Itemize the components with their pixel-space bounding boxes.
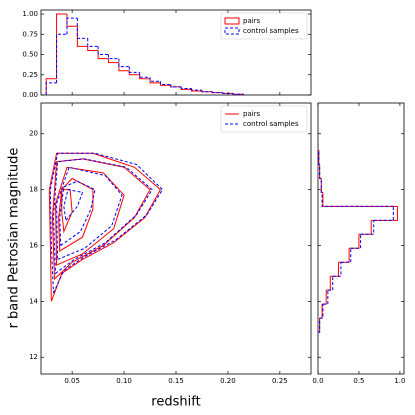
histogram-step xyxy=(358,220,372,235)
contour xyxy=(49,152,164,294)
histogram-step xyxy=(318,149,320,165)
y-tick-label: 20 xyxy=(29,130,38,138)
histogram-step xyxy=(180,86,192,90)
histogram-step xyxy=(349,234,360,249)
legend-swatch xyxy=(224,27,240,35)
histogram-step xyxy=(56,33,67,83)
histogram-step xyxy=(76,26,88,47)
y-tick-label: 14 xyxy=(29,297,38,305)
histogram-step xyxy=(76,18,88,39)
histogram-step xyxy=(191,88,202,91)
histogram-step xyxy=(201,90,213,93)
contour xyxy=(63,189,84,222)
histogram-step xyxy=(66,14,78,27)
histogram-step xyxy=(118,58,130,68)
contour xyxy=(51,158,151,281)
y-tick-label: 0.25 xyxy=(22,71,38,79)
y-tick-label: 0.50 xyxy=(22,51,38,59)
histogram-step xyxy=(56,13,67,79)
legend-frame xyxy=(220,105,308,133)
x-tick-label: 0.20 xyxy=(220,377,236,385)
y-axis-label: r band Petrosian magnitude xyxy=(7,148,22,329)
x-tick-label: 1.0 xyxy=(394,377,405,385)
histogram-step xyxy=(360,220,375,235)
x-tick-label: 0.25 xyxy=(272,377,288,385)
histogram-step xyxy=(330,262,339,277)
histogram-step xyxy=(332,262,342,277)
histogram-step xyxy=(87,46,99,51)
x-tick-label: 0.15 xyxy=(168,377,184,385)
legend-label: control samples xyxy=(243,27,299,35)
histogram-step xyxy=(320,178,323,193)
histogram-step xyxy=(66,17,78,35)
y-tick-label: 16 xyxy=(29,241,38,249)
contour xyxy=(52,158,153,275)
histogram-step xyxy=(128,66,140,73)
legend-swatch xyxy=(224,17,240,25)
histogram-step xyxy=(211,91,223,94)
histogram-step xyxy=(139,72,151,78)
histogram-step xyxy=(319,164,322,179)
histogram-step xyxy=(327,276,334,291)
histogram-step xyxy=(139,74,151,80)
histogram-step xyxy=(149,77,161,82)
panel-frame xyxy=(317,102,405,375)
panel-frame xyxy=(40,102,312,375)
histogram-step xyxy=(159,81,171,85)
contour xyxy=(56,166,123,261)
x-tick-label: 0.10 xyxy=(116,377,132,385)
histogram-step xyxy=(108,58,119,64)
contour xyxy=(55,166,125,266)
x-tick-label: 0.05 xyxy=(64,377,80,385)
histogram-step xyxy=(232,93,244,95)
legend-label: pairs xyxy=(243,110,261,118)
contour xyxy=(48,152,162,302)
histogram-step xyxy=(45,78,57,95)
histogram-step xyxy=(321,192,394,207)
histogram-step xyxy=(108,54,119,60)
histogram-step xyxy=(326,276,331,291)
y-tick-label: 12 xyxy=(29,353,38,361)
histogram-step xyxy=(222,92,234,94)
histogram-step xyxy=(319,164,322,179)
histogram-step xyxy=(97,46,109,56)
x-tick-label: 0.0 xyxy=(312,377,323,385)
contour xyxy=(61,189,73,234)
histogram-step xyxy=(45,82,57,95)
histogram-step xyxy=(373,206,394,221)
histogram-step xyxy=(319,304,323,319)
histogram-step xyxy=(322,192,398,207)
histogram-step xyxy=(322,290,327,305)
histogram-step xyxy=(318,318,321,333)
histogram-step xyxy=(322,290,329,305)
histogram-step xyxy=(170,84,182,88)
legend-label: control samples xyxy=(243,120,299,128)
y-tick-label: 0.75 xyxy=(22,30,38,38)
x-tick-label: 0.5 xyxy=(353,377,364,385)
legend-frame xyxy=(220,12,308,40)
x-axis-label: redshift xyxy=(151,395,200,410)
histogram-step xyxy=(87,38,99,47)
histogram-step xyxy=(338,248,350,263)
legend-label: pairs xyxy=(243,17,261,25)
y-tick-label: 18 xyxy=(29,186,38,194)
y-tick-label: 0.00 xyxy=(22,91,38,99)
histogram-step xyxy=(319,304,324,319)
y-tick-label: 1.00 xyxy=(22,10,38,18)
